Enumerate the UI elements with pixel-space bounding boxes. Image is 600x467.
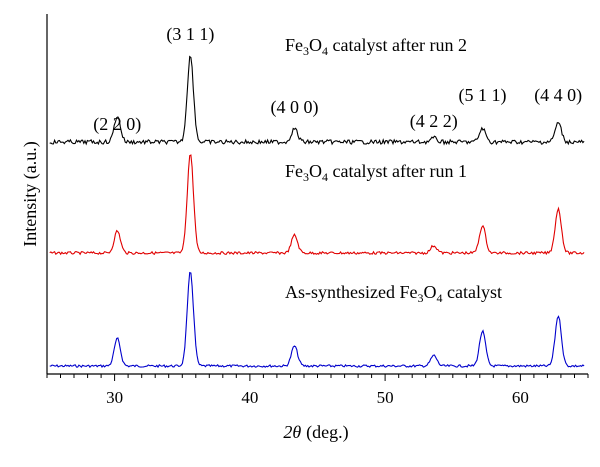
x-axis-symbol: 2θ [283, 422, 301, 442]
peak-label-4: (4 2 2) [410, 111, 458, 132]
x-axis-unit: (deg.) [306, 422, 348, 443]
peak-label-5: (5 1 1) [459, 85, 507, 106]
x-axis-ticks: 30 40 50 60 [46, 374, 589, 407]
series-label-3: Fe3O4 catalyst after run 2 [285, 35, 467, 58]
series-label-2: Fe3O4 catalyst after run 1 [285, 161, 467, 184]
series-line-1 [49, 271, 585, 369]
y-axis-title: Intensity (a.u.) [20, 141, 41, 246]
peak-label-3: (4 0 0) [271, 97, 319, 118]
peak-label-2: (3 1 1) [166, 24, 214, 45]
plot-area: As-synthesized Fe3O4 catalyst Fe3O4 catal… [49, 24, 585, 369]
x-tick-label: 30 [106, 388, 123, 407]
x-axis-title: 2θ (deg.) [283, 422, 348, 443]
series-line-3 [49, 55, 585, 146]
peak-label-1: (2 2 0) [93, 114, 141, 135]
series-label-1: As-synthesized Fe3O4 catalyst [285, 282, 502, 305]
series-line-2 [49, 154, 585, 256]
x-tick-label: 50 [377, 388, 394, 407]
x-tick-label: 40 [241, 388, 258, 407]
peak-label-6: (4 4 0) [534, 85, 582, 106]
x-tick-label: 60 [512, 388, 529, 407]
